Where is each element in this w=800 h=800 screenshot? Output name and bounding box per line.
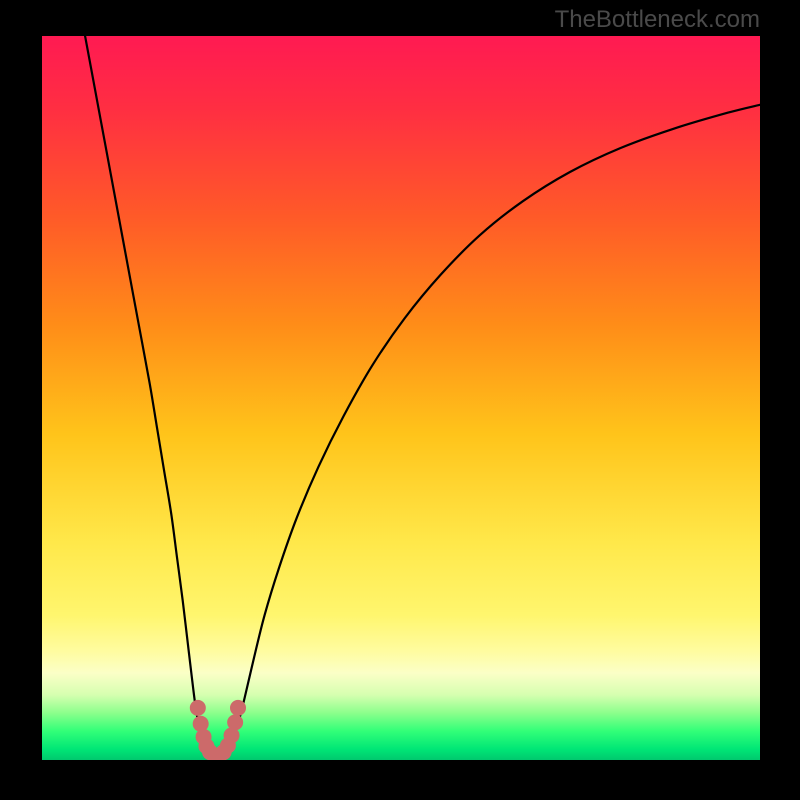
valley-dot [230,700,246,716]
right-curve [223,105,760,757]
chart-frame: TheBottleneck.com [0,0,800,800]
plot-area [42,36,760,760]
left-curve [85,36,211,756]
valley-dot [190,700,206,716]
watermark-text: TheBottleneck.com [555,6,760,34]
curves-layer [42,36,760,760]
valley-dot [227,714,243,730]
